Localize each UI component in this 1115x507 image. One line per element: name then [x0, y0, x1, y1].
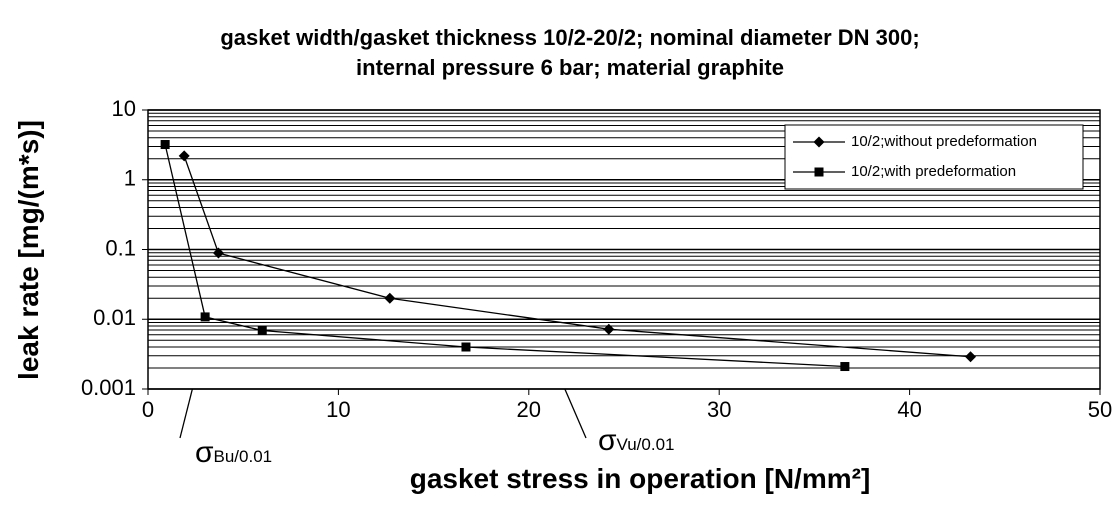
marker: [965, 351, 977, 363]
y-tick-label: 0.01: [93, 305, 136, 330]
marker: [603, 323, 615, 335]
annotation: σVu/0.01: [598, 424, 675, 457]
x-axis-label: gasket stress in operation [N/mm²]: [410, 463, 871, 494]
legend-label: 10/2;without predeformation: [851, 133, 1037, 150]
chart-title: internal pressure 6 bar; material graphi…: [356, 55, 784, 80]
marker: [814, 167, 824, 177]
x-tick-label: 10: [326, 397, 350, 422]
marker: [257, 325, 267, 335]
marker: [384, 292, 396, 304]
legend-box: [784, 124, 1084, 190]
x-tick-label: 50: [1088, 397, 1112, 422]
marker: [813, 136, 825, 148]
annotation: σBu/0.01: [195, 436, 272, 469]
legend-label: 10/2;with predeformation: [851, 163, 1016, 180]
marker: [840, 362, 850, 372]
annotation-subscript: Vu/0.01: [617, 435, 675, 454]
annotation-symbol: σ: [195, 436, 214, 469]
chart-title: gasket width/gasket thickness 10/2-20/2;…: [220, 25, 919, 50]
marker: [461, 342, 471, 352]
plot-frame: [147, 109, 1101, 390]
x-tick-label: 0: [142, 397, 154, 422]
y-tick-label: 0.001: [81, 375, 136, 400]
y-tick-label: 10: [112, 96, 136, 121]
annotation-symbol: σ: [598, 424, 617, 457]
x-tick-label: 30: [707, 397, 731, 422]
marker: [178, 150, 190, 162]
y-tick-label: 0.1: [105, 235, 136, 260]
annotation-subscript: Bu/0.01: [214, 447, 273, 466]
x-tick-label: 20: [517, 397, 541, 422]
y-tick-label: 1: [124, 166, 136, 191]
marker: [160, 140, 170, 150]
marker: [212, 247, 224, 259]
marker: [200, 312, 210, 322]
y-axis-label: leak rate [mg/(m*s)]: [13, 120, 44, 380]
x-tick-label: 40: [897, 397, 921, 422]
